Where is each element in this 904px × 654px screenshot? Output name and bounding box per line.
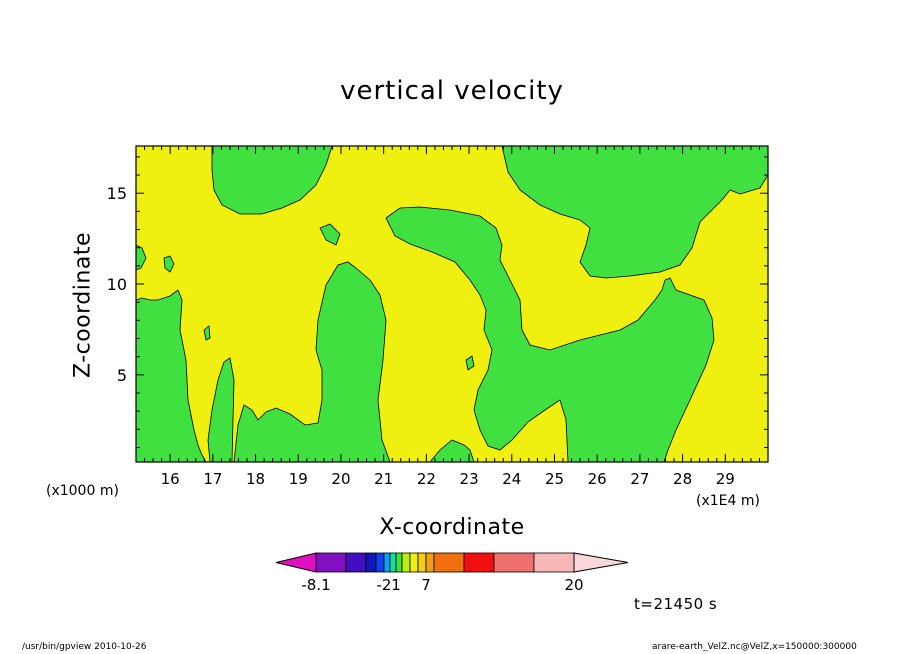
colorbar-segment	[315, 552, 347, 573]
y-tick-label: 10	[107, 275, 127, 294]
x-tick-label: 26	[588, 470, 607, 488]
field-patch	[163, 255, 175, 273]
colorbar-label: -8.1	[301, 576, 330, 594]
colorbar-segment	[365, 552, 377, 573]
field-patch	[233, 261, 391, 462]
colorbar-segment	[493, 552, 535, 573]
x-tick-label: 16	[161, 470, 180, 488]
field-patch	[385, 206, 715, 462]
field-patch	[136, 289, 207, 462]
x-tick-label: 28	[673, 470, 692, 488]
colorbar-label: 20	[564, 576, 583, 594]
colorbar-extend-low	[275, 552, 317, 573]
footer-source: arare-earth_VelZ.nc@VelZ,x=150000:300000	[652, 642, 857, 652]
field-patch	[207, 357, 235, 462]
x-tick-label: 21	[374, 470, 393, 488]
field-patch	[501, 146, 768, 279]
chart-title: vertical velocity	[340, 76, 564, 106]
field-background	[136, 146, 768, 462]
x-ticks: 16 17 18 19 20 21 22 23 24 25 26 27 28 29	[135, 146, 769, 488]
colorbar-extend-high	[573, 552, 629, 573]
field-patch	[136, 244, 147, 271]
x-tick-label: 27	[630, 470, 649, 488]
x-tick-label: 24	[502, 470, 521, 488]
plot-area: 16 17 18 19 20 21 22 23 24 25 26 27 28 29 5 10 15	[107, 145, 769, 488]
x-tick-label: 22	[417, 470, 436, 488]
colorbar-label: -2	[377, 576, 392, 594]
colorbar-segment	[409, 552, 419, 573]
colorbar-segment	[395, 552, 403, 573]
colorbar-segment	[417, 552, 427, 573]
y-ticks: 5 10 15	[107, 156, 768, 448]
plot-frame	[135, 145, 769, 463]
colorbar-segment	[345, 552, 367, 573]
x-axis-unit: (x1E4 m)	[696, 493, 760, 509]
field-patch	[319, 223, 341, 246]
colorbar-segment	[463, 552, 495, 573]
x-tick-label: 19	[289, 470, 308, 488]
y-axis-unit: (x1000 m)	[46, 483, 119, 499]
y-axis-label: Z-coordinate	[70, 232, 96, 378]
x-tick-label: 17	[203, 470, 222, 488]
colorbar-segment	[375, 552, 385, 573]
x-axis-label: X-coordinate	[379, 515, 525, 540]
time-label: t=21450 s	[634, 595, 718, 613]
colorbar-segment	[389, 552, 397, 573]
colorbar-label: 7	[421, 576, 431, 594]
x-tick-label: 18	[246, 470, 265, 488]
x-tick-label: 29	[716, 470, 735, 488]
colorbar-segment	[433, 552, 465, 573]
colorbar-segment	[533, 552, 575, 573]
colorbar-segment	[425, 552, 435, 573]
colorbar-segment	[401, 552, 411, 573]
field-patch	[203, 325, 211, 341]
x-tick-label: 23	[460, 470, 479, 488]
y-tick-label: 15	[107, 184, 127, 203]
field-patch	[211, 146, 333, 215]
footer-program-date: /usr/bin/gpview 2010-10-26	[22, 642, 147, 652]
x-tick-label: 25	[545, 470, 564, 488]
field-patch	[465, 355, 475, 371]
colorbar: -8.1 -2 1 7 20	[275, 552, 629, 594]
colorbar-segment	[383, 552, 391, 573]
y-tick-label: 5	[117, 366, 127, 385]
colorbar-label: 1	[391, 576, 401, 594]
x-tick-label: 20	[331, 470, 350, 488]
field-patch	[429, 439, 475, 462]
